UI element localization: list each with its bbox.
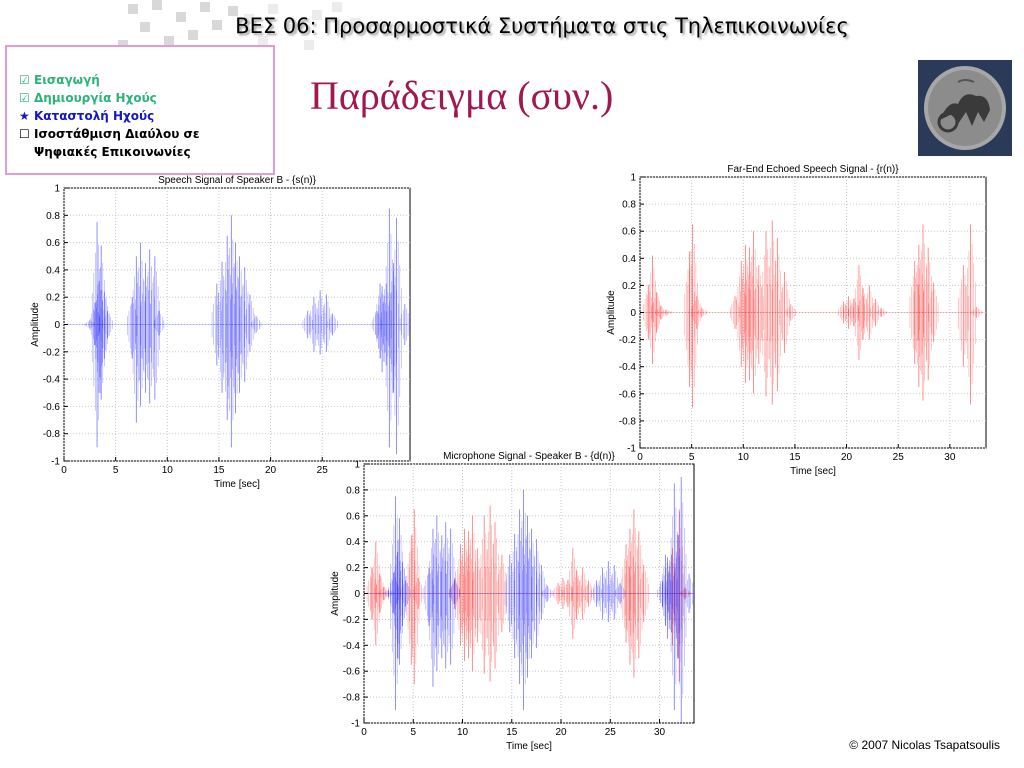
y-tick-label: -1 xyxy=(351,719,360,730)
checkbox-empty-icon: ☐ xyxy=(19,127,30,141)
agenda-item-label: Εισαγωγή xyxy=(34,73,100,87)
y-tick-label: 1 xyxy=(354,460,360,471)
y-tick-label: 0.2 xyxy=(346,563,360,574)
agenda-item-channel-equalization[interactable]: ☐ Ισοστάθμιση Διαύλου σε xyxy=(19,125,273,143)
y-tick-label: -0.4 xyxy=(619,362,637,373)
agenda-item-echo-generation[interactable]: ☑ Δημιουργία Ηχούς xyxy=(19,89,273,107)
y-tick-label: 0.6 xyxy=(346,511,360,522)
y-tick-label: -0.2 xyxy=(619,335,637,346)
y-tick-label: 0.2 xyxy=(46,293,60,304)
agenda-item-marker xyxy=(19,143,34,161)
y-tick-label: -0.8 xyxy=(343,693,361,704)
chart-title: Microphone Signal - Speaker B - {d(n)} xyxy=(443,451,615,462)
y-tick-label: -0.2 xyxy=(343,615,361,626)
x-tick-label: 25 xyxy=(893,452,905,463)
y-tick-label: 0.4 xyxy=(346,537,360,548)
x-axis-label: Time [sec] xyxy=(506,741,552,752)
microphone-signal-chart: 0 5 10 15 20 25 30-1-0.8-0.6-0.4-0.200.20.40.6… xyxy=(330,451,695,752)
signal-series xyxy=(364,476,695,723)
x-tick-label: 20 xyxy=(265,465,277,476)
chart-title: Far-End Echoed Speech Signal - {r(n)} xyxy=(727,164,899,175)
x-tick-label: 10 xyxy=(738,452,750,463)
agenda-item-label: Καταστολή Ηχούς xyxy=(34,109,155,123)
x-tick-label: 20 xyxy=(841,452,853,463)
x-tick-label: 15 xyxy=(213,465,225,476)
signal-series xyxy=(364,505,694,685)
coin-emblem-image xyxy=(918,60,1012,156)
y-tick-label: 1 xyxy=(54,184,60,195)
x-tick-label: 5 xyxy=(113,465,119,476)
y-tick-label: 0.8 xyxy=(46,211,60,222)
y-tick-label: 0 xyxy=(54,320,60,331)
checkbox-checked-icon: ☑ xyxy=(19,73,30,87)
x-axis-label: Time [sec] xyxy=(214,479,260,490)
y-tick-label: 0.8 xyxy=(622,200,636,211)
star-icon: ★ xyxy=(19,109,30,123)
agenda-item-echo-cancellation[interactable]: ★ Καταστολή Ηχούς xyxy=(19,107,273,125)
y-axis-label: Amplitude xyxy=(606,290,617,335)
y-tick-label: 0.2 xyxy=(622,281,636,292)
agenda-list: ☑ Εισαγωγή ☑ Δημιουργία Ηχούς ★ Καταστολ… xyxy=(7,47,273,161)
checkbox-checked-icon: ☑ xyxy=(19,91,30,105)
y-tick-label: -0.4 xyxy=(43,375,61,386)
signal-series xyxy=(64,208,410,455)
x-axis-label: Time [sec] xyxy=(790,466,836,477)
agenda-item-intro[interactable]: ☑ Εισαγωγή xyxy=(19,71,273,89)
y-tick-label: 0.4 xyxy=(622,254,636,265)
x-tick-label: 10 xyxy=(162,465,174,476)
y-tick-label: 0.6 xyxy=(46,238,60,249)
x-tick-label: 0 xyxy=(637,452,643,463)
x-tick-label: 30 xyxy=(944,452,956,463)
y-tick-label: 0.8 xyxy=(346,485,360,496)
speech-signal-chart: 0 5 10 15 20 25 -1 -0.8 -0.6 -0.4 -0.2 0 0.2 0.4 0.6 0.… xyxy=(30,175,411,490)
signal-series xyxy=(640,220,986,408)
x-tick-label: 0 xyxy=(361,727,367,738)
agenda-item-label: Ισοστάθμιση Διαύλου σε xyxy=(34,127,200,141)
x-tick-label: 15 xyxy=(789,452,801,463)
agenda-item-label: Ψηφιακές Επικοινωνίες xyxy=(34,145,191,159)
x-tick-label: 5 xyxy=(410,727,416,738)
chart-title: Speech Signal of Speaker B - {s(n)} xyxy=(158,175,317,186)
echo-signal-chart: 0 5 10 15 20 25 30 -1 -0.8 -0.6 -0.4 -0.2 0 0.2 0.4 0.6… xyxy=(606,164,987,477)
y-tick-label: -0.6 xyxy=(619,389,637,400)
agenda-item-digital-comms[interactable]: Ψηφιακές Επικοινωνίες xyxy=(19,143,273,161)
agenda-item-label: Δημιουργία Ηχούς xyxy=(34,91,157,105)
y-tick-label: -0.4 xyxy=(343,641,361,652)
course-header: ΒΕΣ 06: Προσαρμοστικά Συστήματα στις Τηλ… xyxy=(235,14,849,38)
x-tick-label: 15 xyxy=(506,727,518,738)
slide-title: Παράδειγμα (συν.) xyxy=(310,73,614,118)
x-tick-label: 10 xyxy=(457,727,469,738)
y-tick-label: 0.6 xyxy=(622,227,636,238)
copyright-footer: © 2007 Nicolas Tsapatsoulis xyxy=(849,738,1000,752)
x-tick-label: 25 xyxy=(317,465,329,476)
y-axis-label: Amplitude xyxy=(330,571,341,616)
x-tick-label: 25 xyxy=(605,727,617,738)
x-tick-label: 30 xyxy=(654,727,666,738)
x-tick-label: 5 xyxy=(689,452,695,463)
y-tick-label: 0.4 xyxy=(46,265,60,276)
y-tick-label: 0 xyxy=(630,308,636,319)
y-tick-label: -0.2 xyxy=(43,347,61,358)
y-tick-label: -0.8 xyxy=(619,416,637,427)
y-tick-label: -0.8 xyxy=(43,429,61,440)
y-tick-label: -1 xyxy=(627,444,636,455)
y-tick-label: -1 xyxy=(51,457,60,468)
y-tick-label: -0.6 xyxy=(343,667,361,678)
y-axis-label: Amplitude xyxy=(30,302,41,347)
y-tick-label: 0 xyxy=(354,589,360,600)
x-tick-label: 0 xyxy=(61,465,67,476)
y-tick-label: -0.6 xyxy=(43,402,61,413)
x-tick-label: 20 xyxy=(555,727,567,738)
agenda-box: ☑ Εισαγωγή ☑ Δημιουργία Ηχούς ★ Καταστολ… xyxy=(5,45,275,175)
y-tick-label: 1 xyxy=(630,173,636,184)
